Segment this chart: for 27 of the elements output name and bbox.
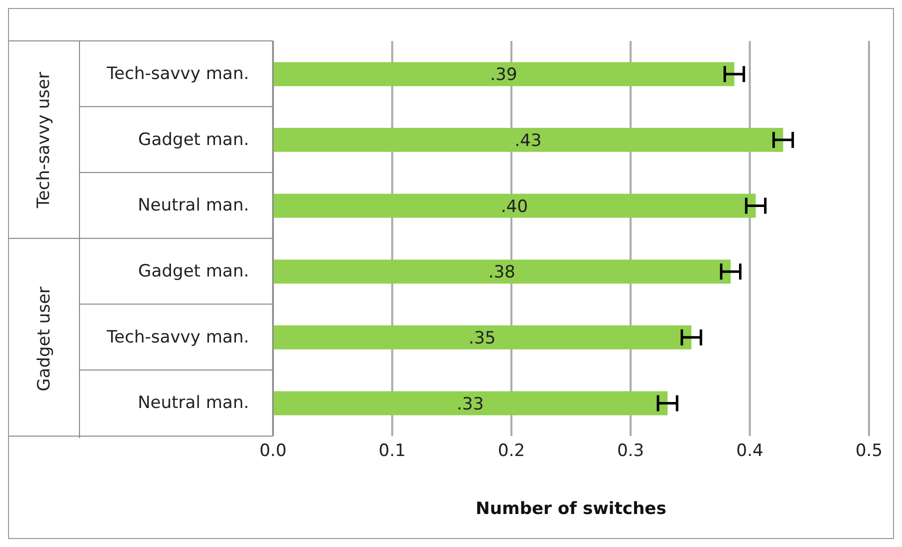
data-label: .35	[468, 328, 496, 348]
bar	[273, 325, 692, 350]
data-label: .38	[488, 262, 516, 283]
text: Gadget user	[34, 286, 54, 392]
bar	[273, 194, 756, 218]
bar	[273, 62, 734, 86]
x-axis-title: Number of switches	[476, 499, 666, 519]
y-tick-label: Gadget man.	[138, 130, 249, 150]
bar	[273, 128, 784, 152]
y-tick-label: Tech-savvy man.	[106, 327, 249, 348]
x-tick-label: 0.4	[736, 441, 764, 462]
data-label: .40	[500, 196, 528, 217]
x-tick-label: 0.5	[855, 441, 883, 462]
y-tick-label: Neutral man.	[138, 393, 249, 414]
x-tick-label: 0.1	[378, 441, 406, 462]
x-tick-label: 0.0	[259, 441, 287, 462]
x-tick-label: 0.3	[617, 441, 644, 462]
data-label: .39	[490, 65, 518, 86]
text: Tech-savvy user	[34, 72, 54, 208]
x-tick-label: 0.2	[498, 441, 525, 462]
data-label: .33	[456, 394, 484, 414]
y-tick-label: Gadget man.	[138, 261, 249, 282]
bar	[273, 391, 668, 416]
data-label: .43	[514, 130, 542, 151]
y-tick-label: Tech-savvy man.	[106, 64, 249, 84]
bar	[273, 260, 731, 284]
y-tick-label: Neutral man.	[138, 196, 249, 216]
